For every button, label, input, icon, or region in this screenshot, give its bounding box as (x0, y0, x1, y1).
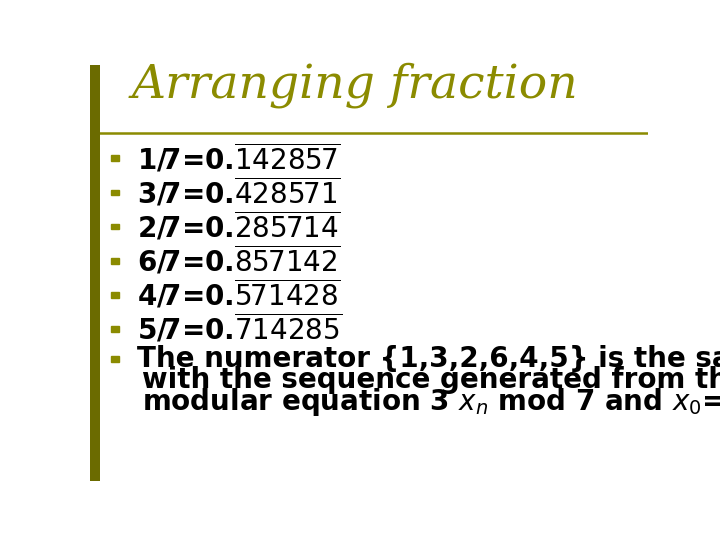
Bar (111, 326, 119, 332)
Text: modular equation 3 $x_n$ mod 7 and $x_0$=1: modular equation 3 $x_n$ mod 7 and $x_0$… (142, 386, 720, 418)
Bar (111, 190, 119, 195)
Text: with the sequence generated from the: with the sequence generated from the (142, 367, 720, 394)
Text: 4/7=0.$\overline{\mathrm{571428}}$: 4/7=0.$\overline{\mathrm{571428}}$ (138, 278, 341, 312)
Bar (111, 292, 119, 298)
Bar (111, 258, 119, 264)
Text: 2/7=0.$\overline{\mathrm{285714}}$: 2/7=0.$\overline{\mathrm{285714}}$ (138, 210, 341, 244)
Text: 6/7=0.$\overline{\mathrm{857142}}$: 6/7=0.$\overline{\mathrm{857142}}$ (138, 244, 341, 278)
Text: Arranging fraction: Arranging fraction (132, 63, 578, 109)
Text: The numerator {1,3,2,6,4,5} is the same: The numerator {1,3,2,6,4,5} is the same (138, 345, 720, 373)
Bar (90, 65, 100, 481)
Bar (111, 224, 119, 230)
Text: 3/7=0.$\overline{\mathrm{428571}}$: 3/7=0.$\overline{\mathrm{428571}}$ (138, 176, 341, 210)
Bar (111, 356, 119, 362)
Text: 1/7=0.$\overline{\mathrm{142857}}$: 1/7=0.$\overline{\mathrm{142857}}$ (138, 141, 341, 176)
Text: 5/7=0.$\overline{\mathrm{714285}}$: 5/7=0.$\overline{\mathrm{714285}}$ (138, 312, 343, 346)
Bar (111, 156, 119, 161)
